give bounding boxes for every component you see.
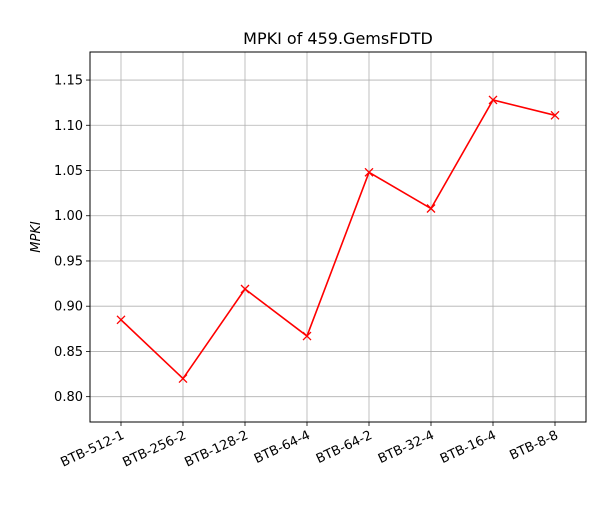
y-tick-label: 0.80 xyxy=(54,390,83,405)
marker-stroke xyxy=(302,331,312,341)
series-layer xyxy=(116,95,560,384)
series-line xyxy=(120,99,556,380)
marker-stroke xyxy=(364,167,374,177)
chart-title: MPKI of 459.GemsFDTD xyxy=(243,29,433,48)
x-tick-label: BTB-512-1 xyxy=(58,428,126,470)
grid xyxy=(90,52,586,422)
data-point-marker xyxy=(488,95,498,105)
x-tick-label: BTB-8-8 xyxy=(507,428,560,463)
y-tick-label: 1.00 xyxy=(54,209,83,224)
x-tick-label: BTB-64-4 xyxy=(252,428,313,467)
data-point-marker xyxy=(426,204,436,213)
data-point-marker xyxy=(302,331,312,341)
y-tick-label: 0.90 xyxy=(54,300,83,315)
data-point-marker xyxy=(364,167,374,177)
plot-frame xyxy=(89,51,587,423)
x-tick-label: BTB-32-4 xyxy=(376,428,437,467)
y-tick-label: 0.85 xyxy=(54,345,83,360)
y-axis-label: MPKI xyxy=(29,221,44,253)
y-tick-label: 1.05 xyxy=(54,164,83,179)
data-point-marker xyxy=(116,315,126,325)
data-point-marker xyxy=(178,374,188,384)
y-tick-label: 1.10 xyxy=(54,119,83,134)
marker-stroke xyxy=(178,374,188,384)
x-tick-label: BTB-16-4 xyxy=(438,428,499,467)
marker-stroke xyxy=(240,284,250,294)
y-tick-label: 1.15 xyxy=(54,74,83,89)
data-point-marker xyxy=(240,284,250,294)
x-tick-label: BTB-128-2 xyxy=(182,428,250,470)
marker-stroke xyxy=(550,110,560,120)
y-tick-label: 0.95 xyxy=(54,254,83,269)
marker-stroke xyxy=(426,204,436,213)
data-point-marker xyxy=(550,110,560,120)
x-tick-label: BTB-256-2 xyxy=(120,428,188,470)
marker-stroke xyxy=(488,95,498,105)
marker-stroke xyxy=(116,315,126,325)
x-tick-label: BTB-64-2 xyxy=(314,428,375,467)
